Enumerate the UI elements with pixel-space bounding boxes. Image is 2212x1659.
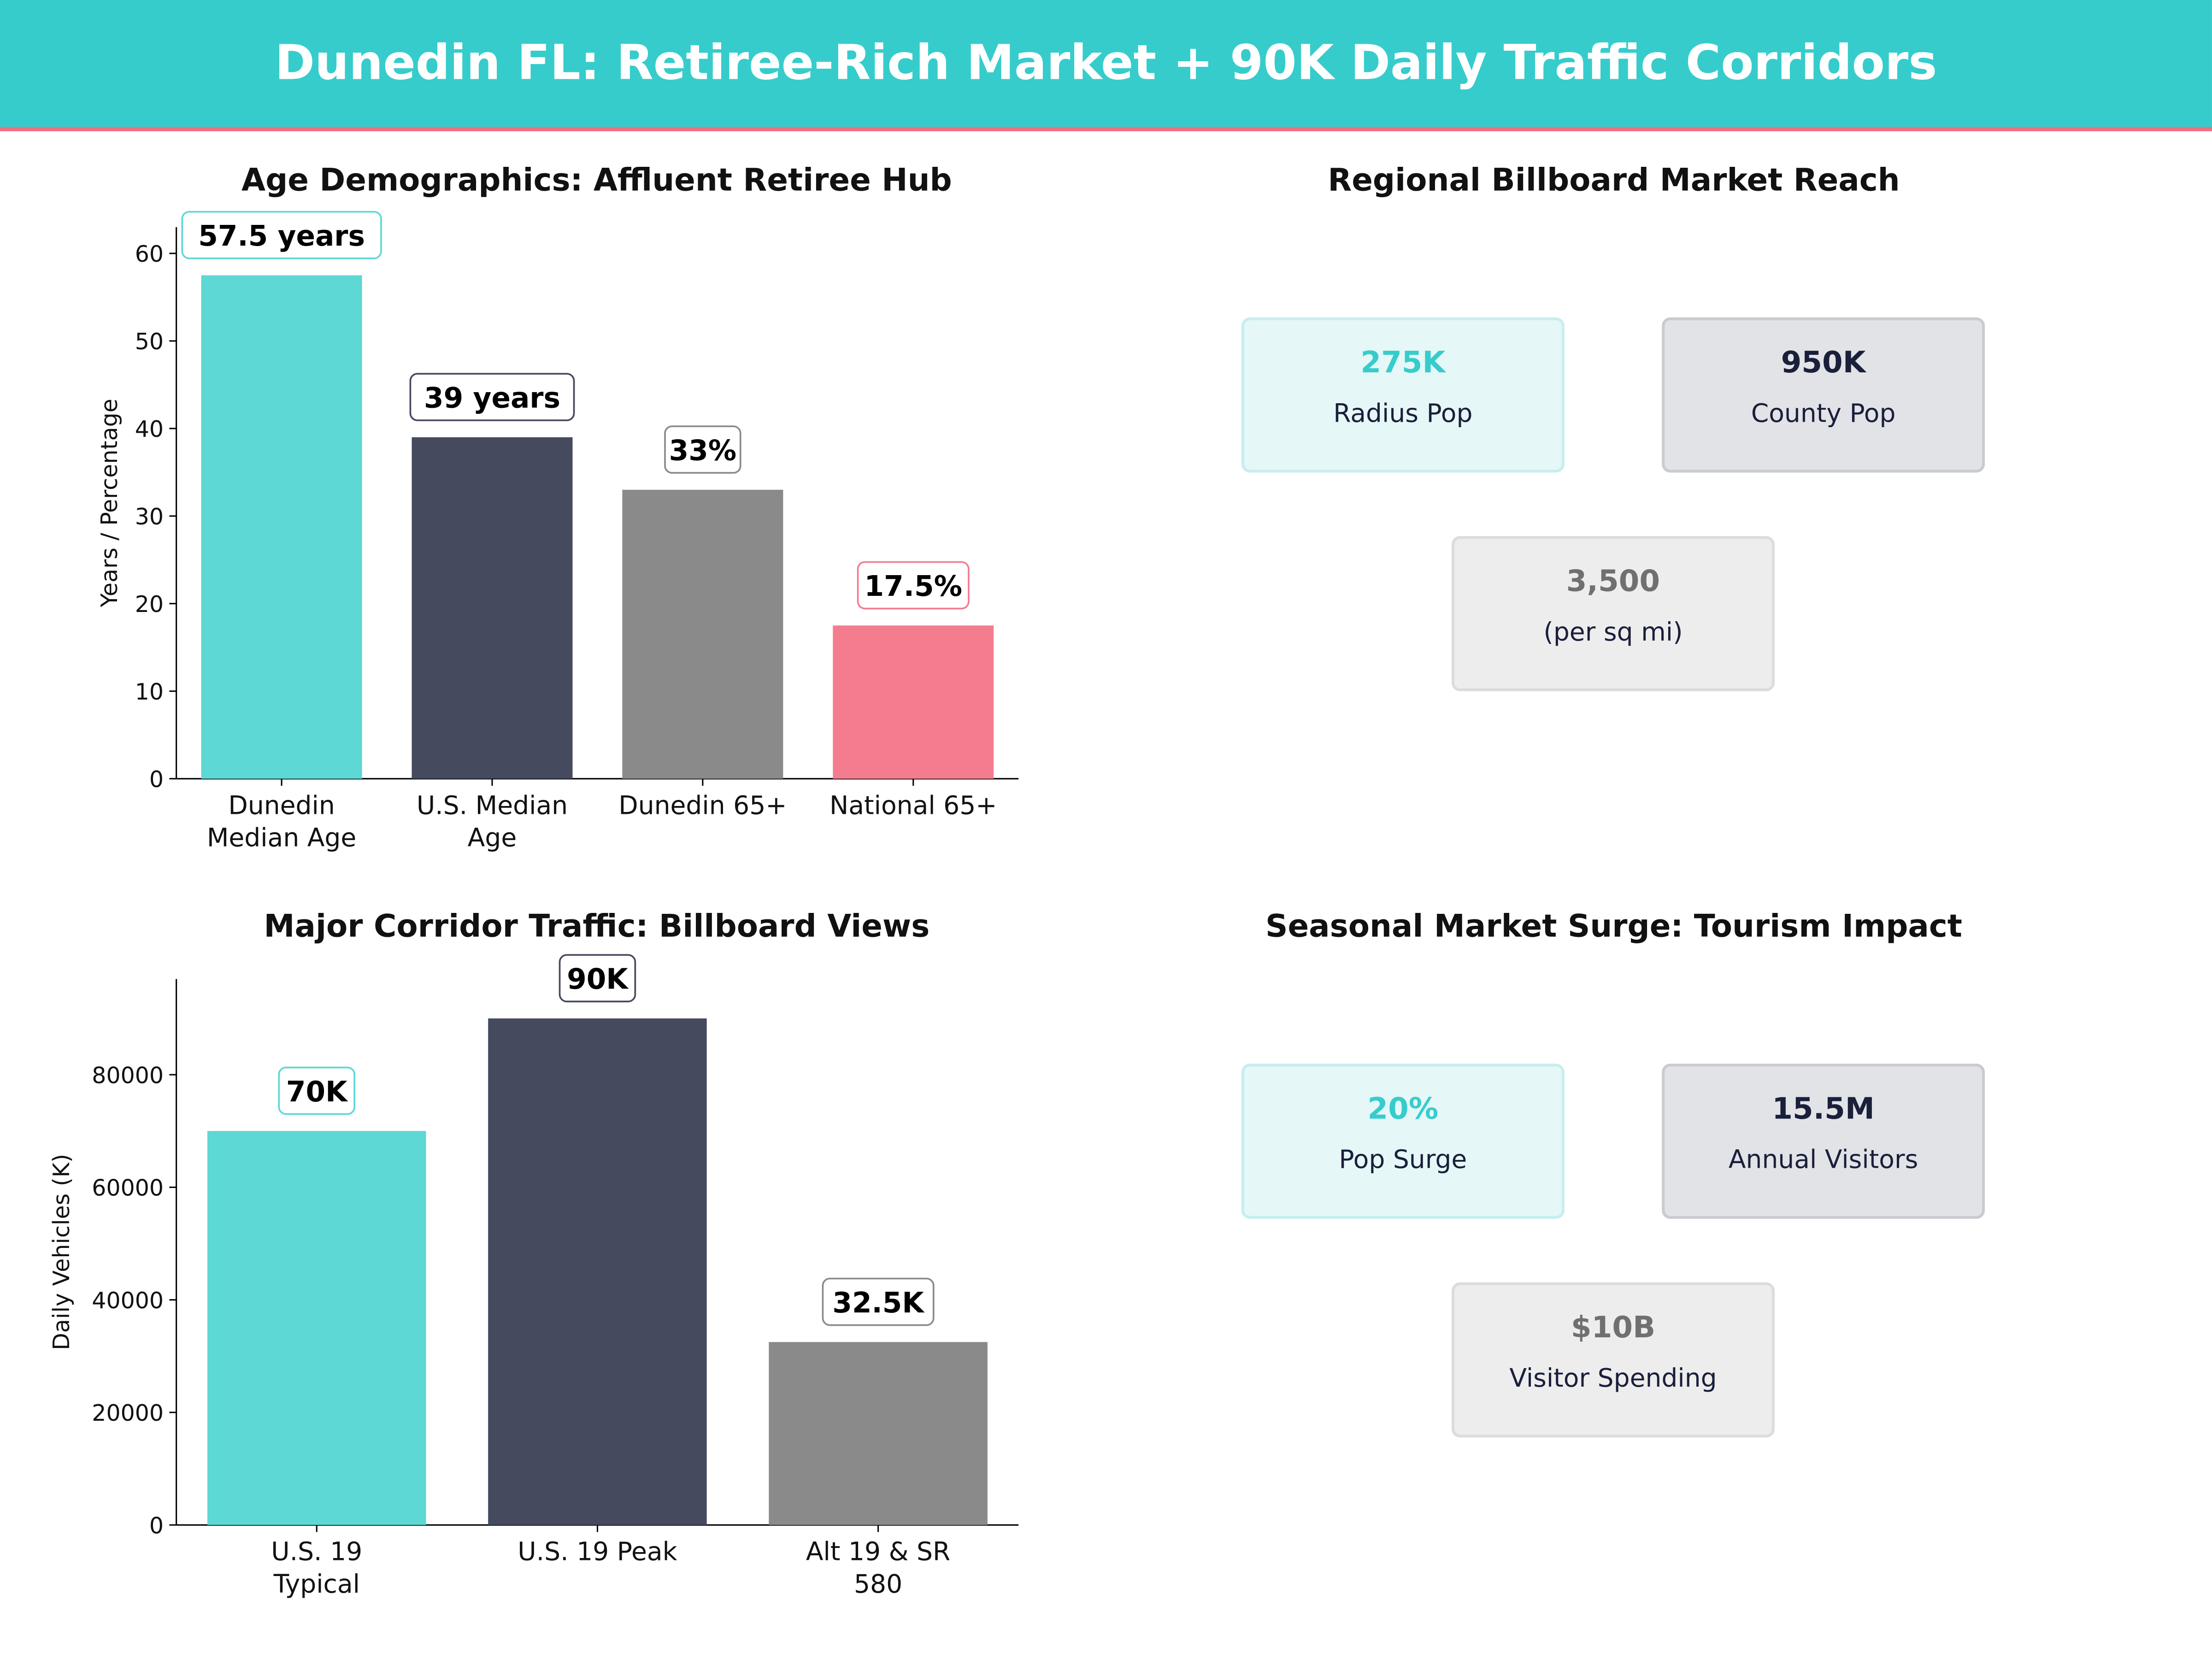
bar [488, 1018, 707, 1525]
x-tick-label: 580 [854, 1569, 902, 1599]
data-label: 32.5K [832, 1287, 925, 1319]
stat-value: 15.5M [1772, 1092, 1875, 1126]
data-label-box [559, 954, 636, 1003]
data-label-box [409, 373, 575, 421]
stat-label: Annual Visitors [1728, 1145, 1918, 1175]
x-tick-label: U.S. 19 Peak [518, 1537, 677, 1566]
seasonal-title: Seasonal Market Surge: Tourism Impact [1265, 910, 1963, 946]
bar [207, 1131, 426, 1525]
y-tick-label: 60 [135, 241, 164, 267]
x-tick-label: Dunedin [228, 790, 335, 820]
x-tick-label: Alt 19 & SR [806, 1537, 950, 1566]
stat-value: $10B [1571, 1310, 1656, 1345]
reach-title: Regional Billboard Market Reach [1328, 164, 1900, 199]
x-tick-label: National 65+ [830, 790, 997, 820]
stat-card: 3,500 (per sq mi) [1451, 536, 1775, 691]
page-title: Dunedin FL: Retiree-Rich Market + 90K Da… [275, 35, 1937, 92]
traffic-chart-title: Major Corridor Traffic: Billboard Views [264, 910, 930, 946]
data-label-box [181, 211, 382, 259]
stat-card: 275K Radius Pop [1241, 317, 1565, 473]
stat-label: County Pop [1751, 399, 1896, 429]
y-tick-label: 0 [149, 1513, 164, 1539]
stat-card: 20% Pop Surge [1241, 1064, 1565, 1219]
y-tick-label: 60000 [92, 1175, 164, 1201]
x-tick-label: U.S. Median [417, 790, 568, 820]
data-label: 33% [669, 435, 737, 467]
x-tick-label: Typical [273, 1569, 360, 1599]
y-tick-label: 30 [135, 504, 164, 530]
data-label-box [857, 561, 970, 610]
stat-label: (per sq mi) [1543, 618, 1683, 648]
stat-value: 275K [1360, 345, 1446, 380]
bar [833, 625, 994, 779]
x-tick-label: Age [468, 823, 517, 853]
x-tick-label: U.S. 19 [271, 1537, 362, 1566]
data-label-box [278, 1066, 355, 1115]
bar [622, 489, 783, 779]
age-chart-title: Age Demographics: Affluent Retiree Hub [241, 164, 952, 199]
data-label: 39 years [424, 382, 560, 415]
header-banner: Dunedin FL: Retiree-Rich Market + 90K Da… [0, 0, 2212, 131]
bar [412, 437, 573, 779]
y-tick-label: 50 [135, 329, 164, 355]
stat-card: $10B Visitor Spending [1451, 1282, 1775, 1438]
data-label: 57.5 years [198, 220, 365, 253]
stat-label: Pop Surge [1339, 1145, 1467, 1175]
y-tick-label: 20 [135, 591, 164, 618]
y-axis-label: Years / Percentage [96, 399, 123, 607]
y-axis-label: Daily Vehicles (K) [48, 1154, 75, 1350]
stat-label: Radius Pop [1333, 399, 1473, 429]
y-tick-label: 10 [135, 679, 164, 705]
y-tick-label: 40000 [92, 1288, 164, 1314]
bar [201, 275, 362, 779]
data-label: 90K [567, 963, 629, 996]
data-label-box [664, 425, 741, 474]
data-label: 17.5% [865, 570, 962, 603]
stat-card: 15.5M Annual Visitors [1662, 1064, 1985, 1219]
stat-card: 950K County Pop [1662, 317, 1985, 473]
y-tick-label: 0 [149, 766, 164, 793]
stat-value: 3,500 [1566, 564, 1660, 598]
y-tick-label: 20000 [92, 1400, 164, 1426]
data-label: 70K [286, 1076, 348, 1108]
stat-value: 950K [1781, 345, 1866, 380]
stat-value: 20% [1367, 1092, 1439, 1126]
bar [769, 1342, 988, 1525]
stat-label: Visitor Spending [1509, 1364, 1717, 1394]
x-tick-label: Dunedin 65+ [618, 790, 787, 820]
x-tick-label: Median Age [207, 823, 356, 853]
y-tick-label: 40 [135, 416, 164, 442]
y-tick-label: 80000 [92, 1062, 164, 1088]
data-label-box [822, 1277, 935, 1326]
